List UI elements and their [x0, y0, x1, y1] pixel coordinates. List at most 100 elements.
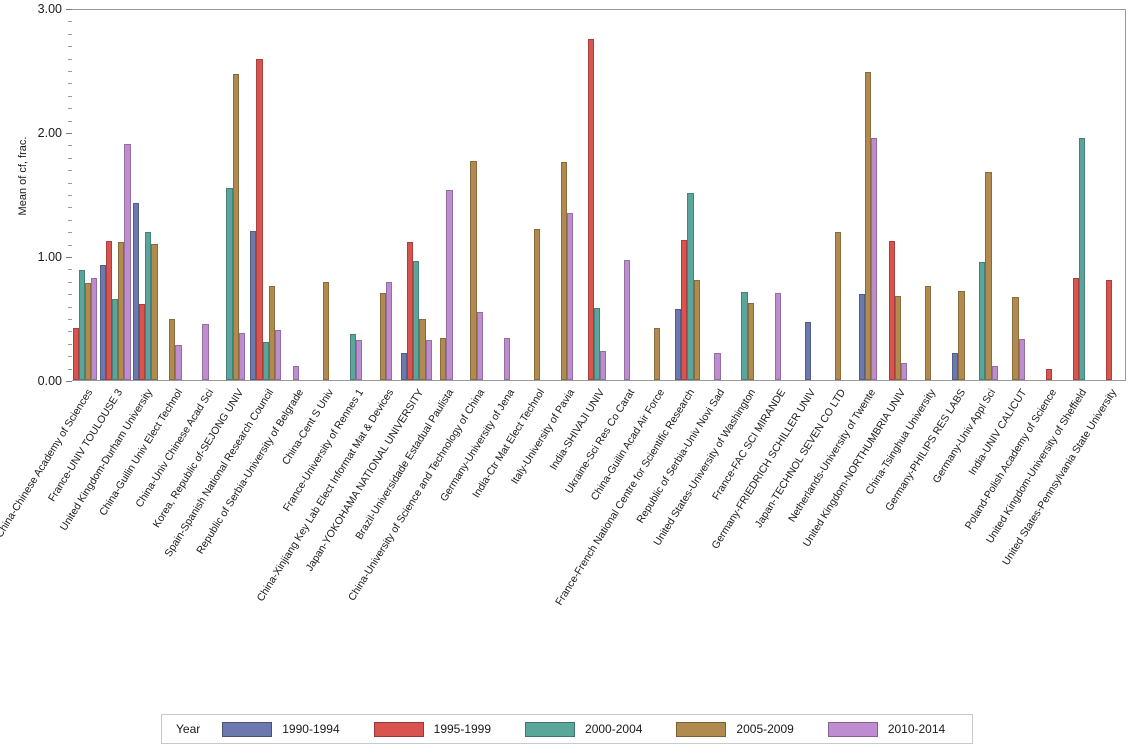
bar[interactable] — [256, 58, 263, 380]
bar[interactable] — [503, 337, 510, 380]
bar[interactable] — [681, 239, 688, 380]
bar-group — [99, 10, 132, 380]
bar[interactable] — [446, 190, 453, 380]
bar[interactable] — [262, 341, 269, 380]
legend-entry[interactable]: 1990-1994 — [222, 721, 340, 737]
bar[interactable] — [419, 319, 426, 380]
bar[interactable] — [407, 242, 414, 380]
bar[interactable] — [774, 293, 781, 380]
bar[interactable] — [386, 282, 393, 380]
bar[interactable] — [1078, 138, 1085, 380]
bar[interactable] — [624, 259, 631, 380]
bar[interactable] — [132, 202, 140, 380]
bar[interactable] — [379, 293, 387, 380]
x-axis-tick-label-text: India-SHIVAJI UNIV — [547, 387, 608, 473]
bar[interactable] — [268, 285, 276, 380]
bar[interactable] — [226, 187, 233, 380]
bar[interactable] — [425, 340, 432, 380]
bar[interactable] — [1105, 279, 1113, 380]
bar[interactable] — [714, 352, 721, 380]
y-axis-minor-tick — [68, 83, 72, 85]
legend-entry-label: 2010-2014 — [887, 722, 946, 736]
bar[interactable] — [349, 334, 357, 380]
bar[interactable] — [1072, 278, 1079, 380]
bar-group — [614, 10, 644, 380]
bar[interactable] — [1018, 339, 1025, 380]
bar[interactable] — [112, 299, 119, 380]
bar-group — [192, 10, 222, 380]
bar[interactable] — [587, 39, 594, 380]
bar[interactable] — [85, 283, 92, 380]
bar[interactable] — [175, 345, 182, 380]
bar[interactable] — [593, 308, 601, 380]
bar[interactable] — [979, 262, 986, 380]
plot-area — [72, 9, 1126, 381]
bar-group — [915, 10, 945, 380]
bar[interactable] — [985, 171, 992, 380]
bar[interactable] — [356, 340, 363, 380]
bar-group — [524, 10, 554, 380]
bar-group — [132, 10, 162, 380]
bar[interactable] — [145, 232, 152, 380]
bar[interactable] — [901, 362, 908, 380]
bar[interactable] — [151, 243, 158, 380]
bar[interactable] — [124, 144, 131, 380]
bar[interactable] — [72, 327, 79, 380]
bar-group — [223, 10, 253, 380]
legend-entry[interactable]: 2010-2014 — [827, 721, 946, 737]
bar[interactable] — [566, 212, 574, 380]
bar[interactable] — [864, 72, 872, 380]
y-axis-minor-tick — [68, 281, 72, 283]
bar[interactable] — [895, 295, 902, 380]
bar[interactable] — [99, 264, 106, 380]
bar[interactable] — [105, 241, 113, 380]
bar[interactable] — [139, 304, 146, 380]
bar[interactable] — [871, 138, 878, 380]
bar[interactable] — [238, 332, 245, 380]
bar[interactable] — [687, 192, 694, 380]
bar[interactable] — [91, 278, 98, 380]
bar[interactable] — [202, 324, 209, 380]
bar[interactable] — [747, 303, 754, 380]
bar[interactable] — [533, 228, 540, 380]
bar[interactable] — [118, 242, 125, 380]
bar[interactable] — [925, 285, 932, 380]
bar[interactable] — [888, 241, 896, 380]
bar[interactable] — [476, 311, 483, 380]
bar[interactable] — [322, 282, 330, 380]
bar[interactable] — [600, 351, 607, 380]
y-axis-tick-mark — [66, 257, 72, 258]
bar[interactable] — [858, 294, 865, 380]
y-axis-minor-tick — [68, 170, 72, 172]
bar[interactable] — [654, 327, 661, 380]
legend-entry[interactable]: 2000-2004 — [525, 721, 642, 737]
bar[interactable] — [400, 352, 407, 380]
y-axis-minor-tick — [68, 331, 72, 333]
bar[interactable] — [440, 337, 447, 380]
legend-entry[interactable]: 2005-2009 — [676, 721, 794, 737]
bar[interactable] — [232, 73, 239, 380]
bar[interactable] — [560, 161, 567, 380]
bar[interactable] — [741, 291, 748, 380]
bar[interactable] — [674, 309, 682, 380]
bar[interactable] — [1012, 296, 1019, 380]
y-axis-minor-tick — [68, 219, 72, 221]
bar[interactable] — [250, 231, 257, 380]
y-axis-minor-tick — [68, 195, 72, 196]
bar[interactable] — [275, 330, 282, 380]
bar[interactable] — [958, 290, 965, 380]
bar[interactable] — [952, 352, 959, 380]
legend-entry[interactable]: 1995-1999 — [373, 721, 491, 737]
bar[interactable] — [169, 319, 176, 380]
y-axis-minor-tick — [68, 269, 72, 271]
legend-entries: 1990-1994 1995-1999 2000-2004 2005-2009 2010… — [222, 721, 979, 737]
bar[interactable] — [991, 366, 998, 380]
bar[interactable] — [292, 366, 299, 380]
bar[interactable] — [834, 232, 841, 380]
bar[interactable] — [693, 279, 700, 380]
bar[interactable] — [470, 160, 477, 380]
bar[interactable] — [78, 269, 86, 380]
bar[interactable] — [413, 260, 420, 380]
bar[interactable] — [804, 321, 811, 380]
bar[interactable] — [1045, 368, 1052, 380]
